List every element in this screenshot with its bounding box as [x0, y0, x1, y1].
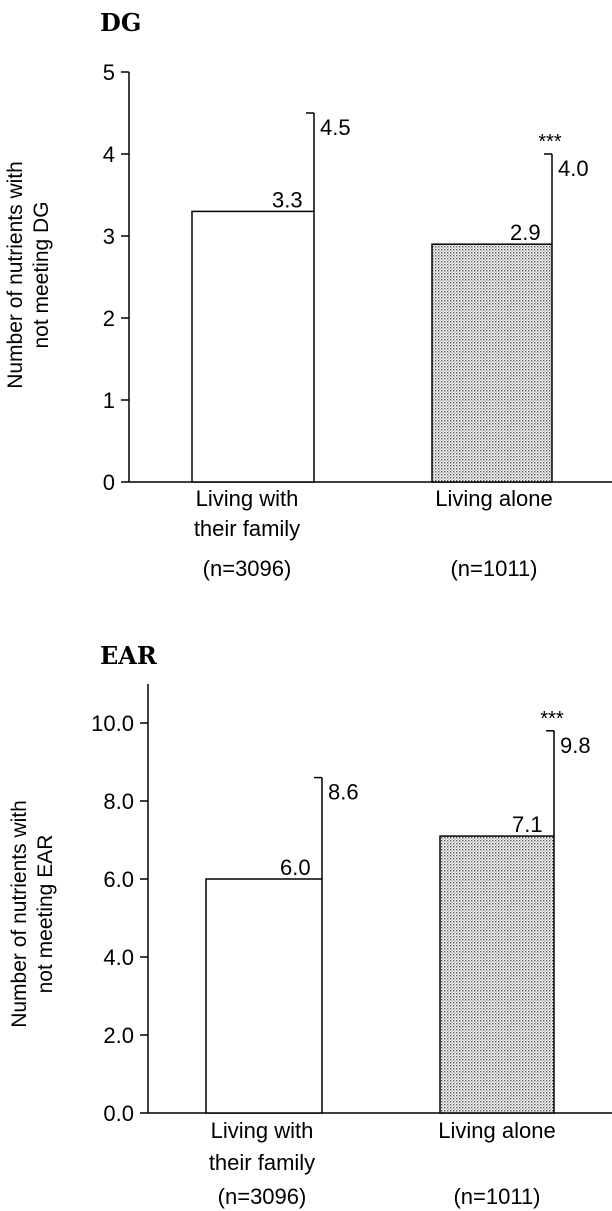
y-tick-label: 0	[103, 470, 115, 495]
y-tick-label: 0.0	[103, 1101, 134, 1126]
x-category-label: Living with	[211, 1118, 314, 1143]
y-tick-label: 4	[103, 142, 115, 167]
x-category-label: (n=1011)	[450, 556, 537, 581]
y-axis-label-line: Number of nutrients with	[4, 161, 27, 389]
y-axis-label: Number of nutrients with not meeting DG	[4, 161, 53, 389]
y-tick-label: 2	[103, 306, 115, 331]
bar-value-label: 2.9	[510, 220, 541, 245]
y-tick-label: 10.0	[91, 711, 134, 736]
y-tick-label: 8.0	[103, 789, 134, 814]
y-tick-label: 3	[103, 224, 115, 249]
x-category-label: their family	[209, 1150, 315, 1175]
x-category-label: (n=1011)	[453, 1184, 540, 1209]
error-value-label: 9.8	[560, 733, 591, 758]
y-axis-label: Number of nutrients with not meeting EAR	[8, 800, 57, 1028]
y-tick-label: 1	[103, 388, 115, 413]
x-category-label: Living alone	[438, 1118, 555, 1143]
panel-title: DG	[100, 8, 141, 37]
y-axis-label-line: not meeting DG	[30, 201, 53, 348]
x-category-label: (n=3096)	[218, 1184, 307, 1209]
bar-value-label: 6.0	[280, 855, 311, 880]
x-category-label: their family	[194, 516, 300, 541]
error-value-label: 8.6	[328, 780, 359, 805]
y-axis-label-line: not meeting EAR	[34, 835, 57, 994]
error-value-label: 4.5	[320, 115, 351, 140]
bar	[439, 835, 555, 1114]
bar	[191, 210, 315, 483]
bar	[431, 243, 553, 483]
error-value-label: 4.0	[558, 156, 589, 181]
bar	[205, 878, 323, 1114]
significance-marker: ***	[540, 708, 564, 730]
y-tick-label: 6.0	[103, 867, 134, 892]
y-tick-label: 2.0	[103, 1023, 134, 1048]
x-category-label: (n=3096)	[203, 556, 292, 581]
y-tick-label: 4.0	[103, 945, 134, 970]
x-category-label: Living with	[196, 486, 299, 511]
bar-value-label: 3.3	[272, 187, 303, 212]
y-tick-label: 5	[103, 60, 115, 85]
panel-title: EAR	[100, 641, 158, 670]
x-category-label: Living alone	[435, 486, 552, 511]
bar-value-label: 7.1	[512, 812, 543, 837]
significance-marker: ***	[538, 131, 562, 153]
y-axis-label-line: Number of nutrients with	[8, 800, 31, 1028]
panel-dg: DG 0 1 2 3 4 5 Number of nutrients with not meet…	[4, 8, 612, 581]
panel-ear: EAR 0.0 2.0 4.0 6.0 8.0 10.0 Number of nutrient…	[8, 641, 612, 1209]
